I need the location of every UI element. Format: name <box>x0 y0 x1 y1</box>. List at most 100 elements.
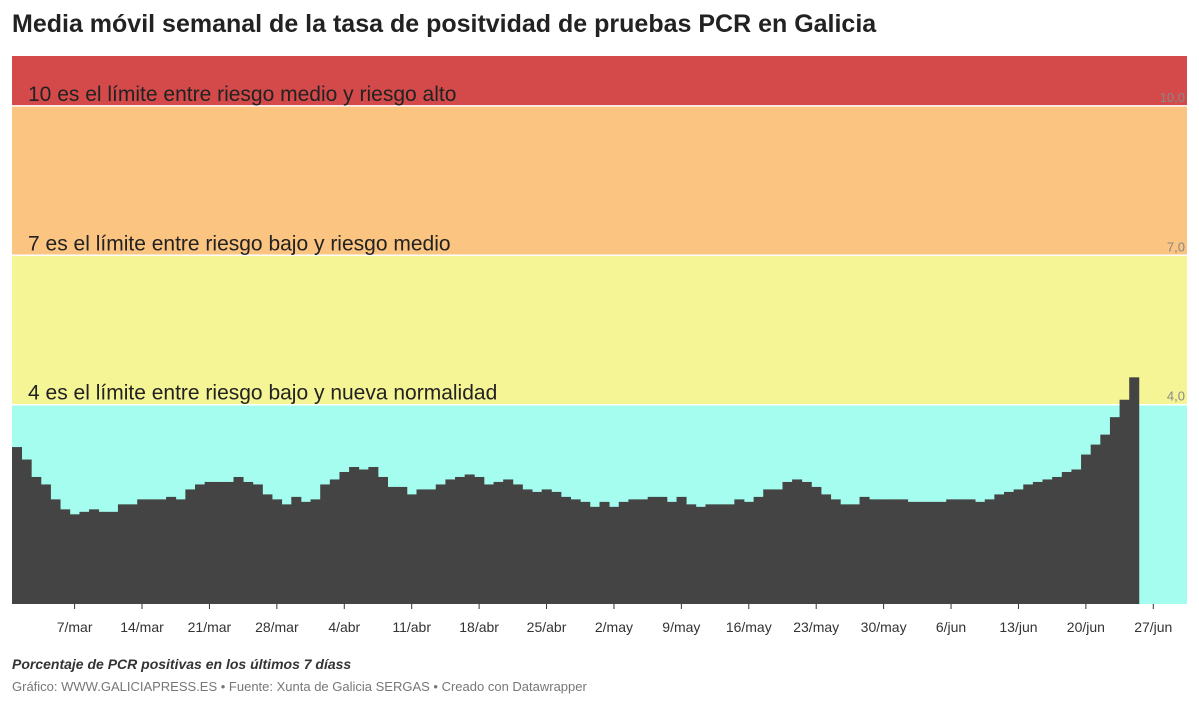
bar-112 <box>1090 444 1101 604</box>
bar-15 <box>156 499 167 604</box>
bar-91 <box>888 499 899 604</box>
bar-113 <box>1100 434 1111 604</box>
bar-16 <box>166 496 177 604</box>
bar-59 <box>580 501 591 604</box>
bar-63 <box>618 501 629 604</box>
bar-36 <box>358 469 369 604</box>
chart-title: Media móvil semanal de la tasa de positv… <box>12 10 877 38</box>
x-tick-label-7: 25/abr <box>527 619 567 635</box>
bar-21 <box>214 481 225 604</box>
bar-9 <box>98 511 109 604</box>
bar-2 <box>31 476 42 604</box>
bar-52 <box>512 484 523 604</box>
bar-17 <box>175 499 186 604</box>
bar-57 <box>560 496 572 604</box>
y-tick-label-0: 10,0 <box>1160 90 1185 105</box>
bar-111 <box>1081 454 1092 604</box>
bar-47 <box>464 474 475 604</box>
bar-35 <box>349 467 360 604</box>
bar-98 <box>955 499 966 604</box>
x-tick-label-10: 16/may <box>726 619 772 635</box>
bar-81 <box>792 479 803 604</box>
bar-78 <box>763 489 774 604</box>
bar-70 <box>686 504 697 604</box>
bar-20 <box>204 481 215 604</box>
bar-89 <box>869 499 880 604</box>
bar-94 <box>917 501 928 604</box>
bar-105 <box>1023 484 1034 604</box>
bar-53 <box>522 489 533 604</box>
bar-58 <box>570 499 581 604</box>
y-tick-label-1: 7,0 <box>1167 239 1185 254</box>
band-label-2: 4 es el límite entre riesgo bajo y nueva… <box>28 382 497 405</box>
bar-106 <box>1032 481 1043 604</box>
bar-69 <box>676 496 687 604</box>
bar-76 <box>743 501 754 604</box>
bar-97 <box>946 499 957 604</box>
bar-28 <box>281 504 292 604</box>
bar-66 <box>647 496 658 604</box>
bar-56 <box>551 491 562 604</box>
bar-87 <box>849 504 860 604</box>
bar-83 <box>811 486 822 604</box>
x-axis: 7/mar 14/mar 21/mar 28/mar 4/abr 11/abr 18/abr… <box>57 604 1172 635</box>
x-tick-label-6: 18/abr <box>459 619 499 635</box>
bar-39 <box>387 486 398 604</box>
bars <box>12 377 1140 604</box>
bar-7 <box>79 511 90 604</box>
bar-37 <box>368 467 379 604</box>
bar-84 <box>821 494 832 604</box>
bar-62 <box>609 506 620 604</box>
bar-11 <box>117 504 128 604</box>
risk-band-0 <box>12 56 1187 106</box>
bar-45 <box>445 479 456 604</box>
bar-60 <box>589 506 600 604</box>
x-tick-label-9: 9/may <box>662 619 700 635</box>
bar-90 <box>878 499 889 604</box>
bar-101 <box>984 499 995 604</box>
bar-80 <box>782 481 793 604</box>
bar-55 <box>541 489 552 604</box>
bar-107 <box>1042 479 1053 604</box>
bar-109 <box>1061 471 1072 604</box>
risk-band-1 <box>12 105 1187 256</box>
x-tick-label-1: 14/mar <box>120 619 164 635</box>
bar-51 <box>503 479 514 604</box>
bar-100 <box>975 501 986 604</box>
bar-75 <box>734 499 745 604</box>
bar-13 <box>137 499 148 604</box>
bar-49 <box>483 484 494 604</box>
bar-61 <box>599 501 610 604</box>
x-tick-label-8: 2/may <box>595 619 633 635</box>
y-tick-labels: 10,0 7,0 4,0 <box>1160 90 1185 404</box>
bar-38 <box>377 476 389 604</box>
bar-44 <box>435 484 446 604</box>
bar-50 <box>493 481 504 604</box>
bar-41 <box>406 494 417 604</box>
bar-31 <box>310 499 321 604</box>
bar-114 <box>1109 417 1120 604</box>
bar-42 <box>416 489 427 604</box>
bar-74 <box>724 504 735 604</box>
bar-104 <box>1013 489 1024 604</box>
bar-115 <box>1119 399 1130 604</box>
bar-34 <box>339 471 350 604</box>
bar-0 <box>12 447 23 604</box>
band-label-0: 10 es el límite entre riesgo medio y rie… <box>28 83 456 106</box>
bar-110 <box>1071 469 1082 604</box>
bar-79 <box>772 489 783 604</box>
bar-26 <box>262 494 273 604</box>
bar-12 <box>127 504 138 604</box>
bar-18 <box>185 489 196 604</box>
bar-92 <box>898 499 909 604</box>
bar-73 <box>715 504 726 604</box>
bar-77 <box>753 496 764 604</box>
bar-27 <box>272 499 283 604</box>
band-label-1: 7 es el límite entre riesgo bajo y riesg… <box>28 232 451 255</box>
bar-116 <box>1129 377 1140 604</box>
bar-64 <box>628 499 639 604</box>
x-tick-label-4: 4/abr <box>328 619 360 635</box>
bar-32 <box>320 484 331 604</box>
bar-103 <box>1004 491 1015 604</box>
